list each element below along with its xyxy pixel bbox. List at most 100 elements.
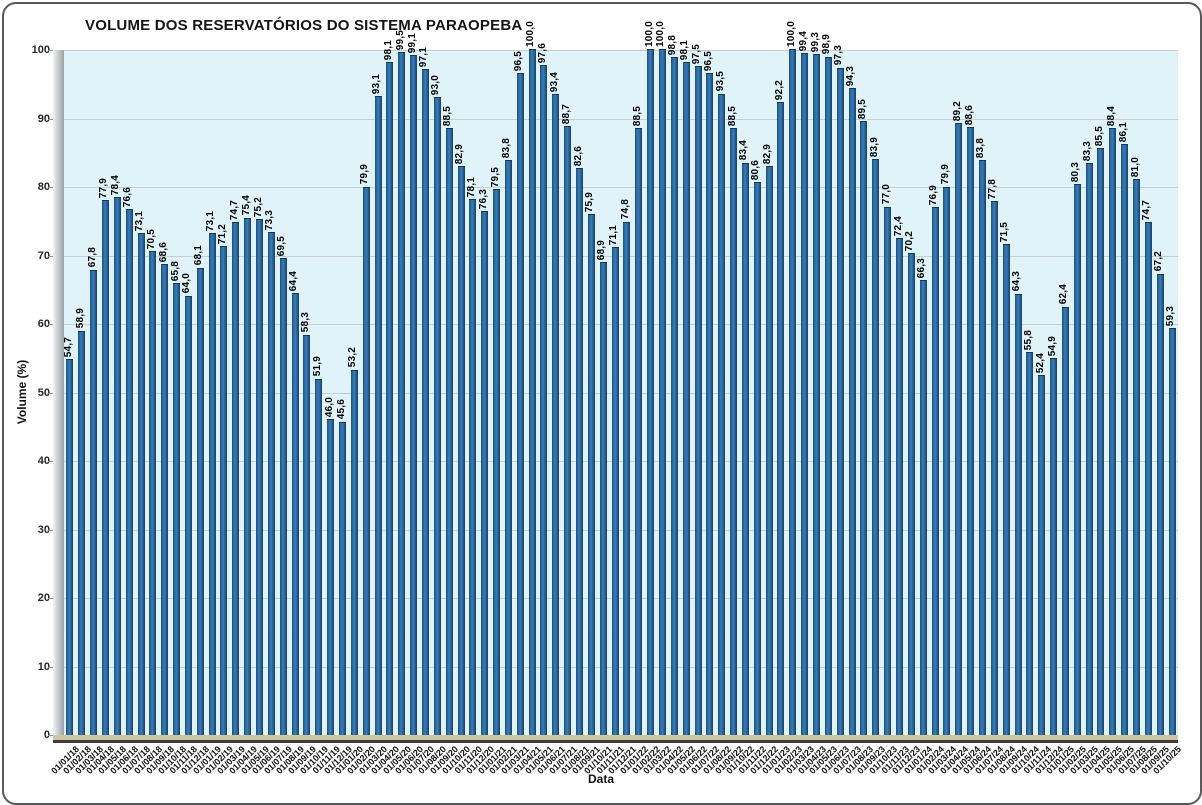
bar-01/05/22	[682, 62, 690, 735]
gridline-60	[64, 324, 1178, 325]
bar-01/04/21	[528, 49, 536, 735]
y-tick-mark	[48, 735, 53, 736]
bar-01/07/21	[564, 126, 572, 735]
y-tick-label: 90	[37, 112, 50, 125]
bar-value-label: 88,5	[631, 105, 643, 126]
bar-value-label: 78,1	[465, 176, 477, 198]
bar-01/09/22	[730, 127, 738, 735]
bar-01/12/22	[765, 166, 773, 735]
y-tick-label: 80	[37, 181, 50, 193]
bar-01/01/22	[635, 127, 643, 735]
bar-01/08/20	[433, 96, 441, 735]
bar-value-label: 68,1	[193, 245, 205, 266]
bar-value-label: 93,1	[371, 74, 383, 95]
bar-value-label: 54,7	[62, 337, 74, 358]
bar-01/04/23	[813, 53, 821, 735]
bar-01/12/18	[196, 267, 204, 735]
y-tick-mark	[48, 187, 53, 188]
bar-01/10/21	[599, 262, 607, 735]
bar-01/11/24	[1038, 375, 1046, 735]
bar-value-label: 46,0	[323, 396, 335, 417]
bar-01/01/25	[1061, 306, 1069, 735]
bar-01/02/24	[931, 207, 939, 735]
bar-01/01/24	[919, 279, 927, 735]
bar-value-label: 96,5	[702, 50, 714, 71]
bar-value-label: 73,1	[205, 211, 217, 232]
bar-value-label: 64,3	[1011, 271, 1022, 292]
bar-01/04/22	[670, 57, 678, 735]
bar-value-label: 80,3	[1070, 161, 1082, 182]
bar-value-label: 67,2	[1153, 251, 1165, 272]
bar-01/12/21	[623, 221, 631, 735]
bar-01/11/21	[611, 246, 619, 735]
y-tick-label: 30	[37, 523, 50, 536]
bar-01/09/21	[587, 214, 595, 735]
bar-value-label: 71,1	[608, 224, 620, 245]
bar-value-label: 54,9	[1046, 335, 1058, 356]
bar-01/08/21	[576, 168, 584, 735]
bar-01/05/19	[256, 218, 264, 735]
bar-01/07/22	[706, 72, 714, 735]
y-tick-mark	[48, 666, 53, 668]
bar-value-label: 82,9	[762, 143, 774, 165]
bar-01/09/19	[303, 334, 311, 735]
bar-01/10/24	[1026, 351, 1034, 735]
bar-value-label: 70,5	[145, 228, 157, 250]
bar-value-label: 67,8	[86, 247, 98, 268]
bar-01/10/20	[457, 166, 465, 735]
bar-value-label: 96,5	[513, 50, 525, 71]
bar-value-label: 72,4	[892, 215, 904, 237]
bar-01/01/21	[493, 189, 501, 735]
bar-01/05/21	[540, 65, 548, 735]
gridline-20	[64, 598, 1178, 599]
y-tick-label: 60	[37, 318, 50, 330]
bar-01/05/24	[967, 127, 975, 735]
bar-01/09/23	[872, 159, 880, 735]
bar-value-label: 82,9	[454, 143, 465, 165]
bar-value-label: 64,4	[288, 270, 300, 291]
chart-title: VOLUME DOS RESERVATÓRIOS DO SISTEMA PARA…	[85, 17, 523, 34]
bar-01/01/20	[350, 369, 358, 735]
plot-area: 54,7 58,9 67,8 77,9 78,4 76,6 73,1 70,5 68,6 65,8…	[62, 21, 1178, 735]
bar-01/08/18	[149, 251, 157, 735]
bar-value-label: 88,4	[1105, 106, 1117, 127]
bar-01/10/22	[741, 162, 749, 735]
y-tick-mark	[48, 529, 53, 531]
bar-01/03/24	[943, 186, 951, 735]
bar-value-label: 97,6	[536, 43, 548, 64]
gridline-50	[64, 392, 1178, 394]
y-tick-mark	[48, 461, 53, 462]
bar-value-label: 76,6	[122, 187, 134, 208]
bar-01/07/25	[1133, 179, 1141, 735]
bar-value-label: 71,2	[216, 224, 228, 245]
plot-3d-side-wall	[53, 50, 64, 735]
bar-01/06/20	[410, 55, 418, 735]
bar-value-label: 78,4	[110, 174, 122, 195]
bar-value-label: 68,9	[596, 239, 608, 261]
gridline-70	[64, 255, 1178, 257]
gridline-90	[64, 118, 1178, 120]
bar-01/03/19	[232, 222, 240, 735]
bar-01/12/20	[481, 211, 489, 735]
bar-value-label: 83,4	[738, 140, 750, 161]
bar-01/10/18	[173, 283, 181, 735]
y-tick-label: 10	[37, 660, 50, 673]
bar-value-label: 75,4	[240, 195, 252, 216]
bar-value-label: 74,7	[228, 200, 240, 221]
bar-value-label: 97,5	[691, 43, 703, 65]
bar-value-label: 99,1	[406, 32, 418, 54]
bar-value-label: 77,0	[880, 184, 892, 205]
bar-01/02/20	[362, 186, 370, 735]
bar-value-label: 83,8	[501, 137, 513, 158]
bar-01/09/24	[1014, 293, 1022, 735]
bar-value-label: 73,3	[264, 209, 276, 230]
y-tick-mark	[48, 392, 53, 394]
bar-value-label: 100,0	[643, 20, 655, 47]
bar-value-label: 88,7	[560, 104, 572, 125]
bar-01/03/21	[516, 72, 524, 735]
y-tick-label: 20	[37, 592, 50, 604]
gridline-30	[64, 529, 1178, 531]
bar-01/11/19	[327, 418, 335, 735]
gridline-100	[64, 50, 1178, 51]
bar-value-label: 55,8	[1022, 329, 1034, 350]
